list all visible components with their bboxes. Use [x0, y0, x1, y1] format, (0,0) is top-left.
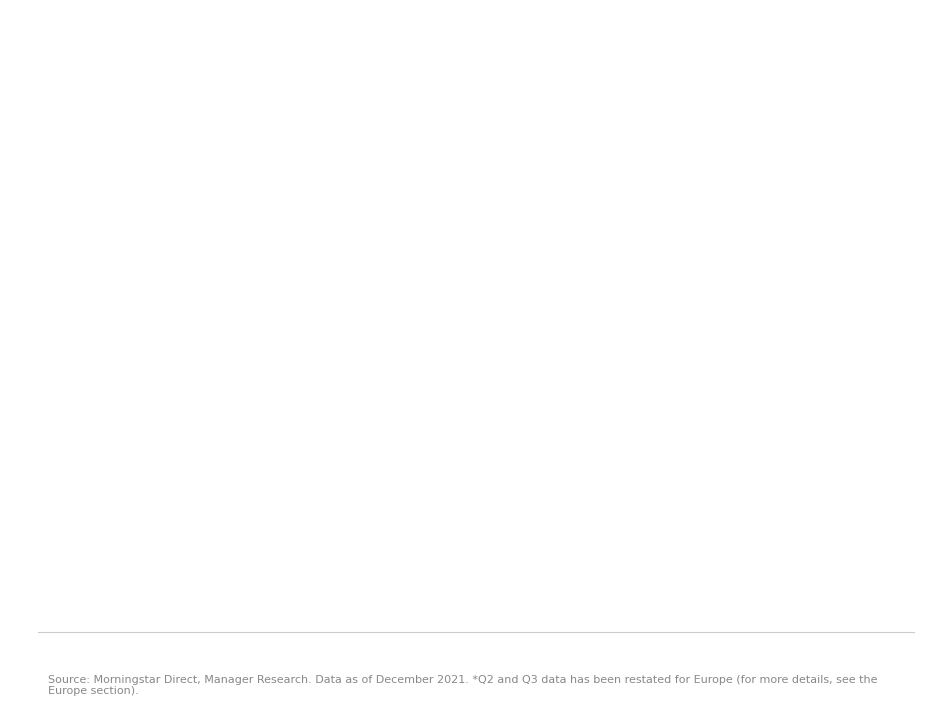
Bar: [651, 276, 687, 310]
Bar: [453, 386, 489, 398]
Legend: Europe, US, Rest of World: Europe, US, Rest of World: [202, 52, 513, 79]
Bar: [387, 434, 424, 448]
Bar: [717, 197, 753, 223]
Bar: [783, 203, 820, 243]
Bar: [453, 398, 489, 418]
Bar: [520, 393, 556, 571]
Bar: [189, 447, 226, 454]
Bar: [256, 460, 292, 571]
Bar: [256, 444, 292, 460]
Text: Source: Morningstar Direct, Manager Research. Data as of December 2021. *Q2 and : Source: Morningstar Direct, Manager Rese…: [48, 675, 877, 696]
Bar: [387, 448, 424, 571]
Bar: [189, 468, 226, 571]
Bar: [322, 416, 358, 434]
Bar: [585, 303, 622, 335]
Bar: [783, 243, 820, 571]
Bar: [453, 418, 489, 571]
Bar: [124, 461, 160, 474]
Bar: [520, 366, 556, 393]
Bar: [124, 474, 160, 571]
Bar: [322, 406, 358, 416]
Bar: [585, 335, 622, 571]
Bar: [520, 354, 556, 366]
Bar: [124, 456, 160, 461]
Bar: [651, 255, 687, 276]
Bar: [651, 310, 687, 571]
Bar: [189, 454, 226, 468]
Text: Billions: Billions: [27, 60, 76, 74]
Bar: [322, 434, 358, 571]
Bar: [387, 426, 424, 434]
Bar: [717, 223, 753, 261]
Bar: [585, 289, 622, 303]
Bar: [783, 172, 820, 203]
Bar: [849, 216, 885, 571]
Bar: [849, 166, 885, 216]
Bar: [849, 136, 885, 166]
Bar: [717, 261, 753, 571]
Bar: [256, 436, 292, 444]
